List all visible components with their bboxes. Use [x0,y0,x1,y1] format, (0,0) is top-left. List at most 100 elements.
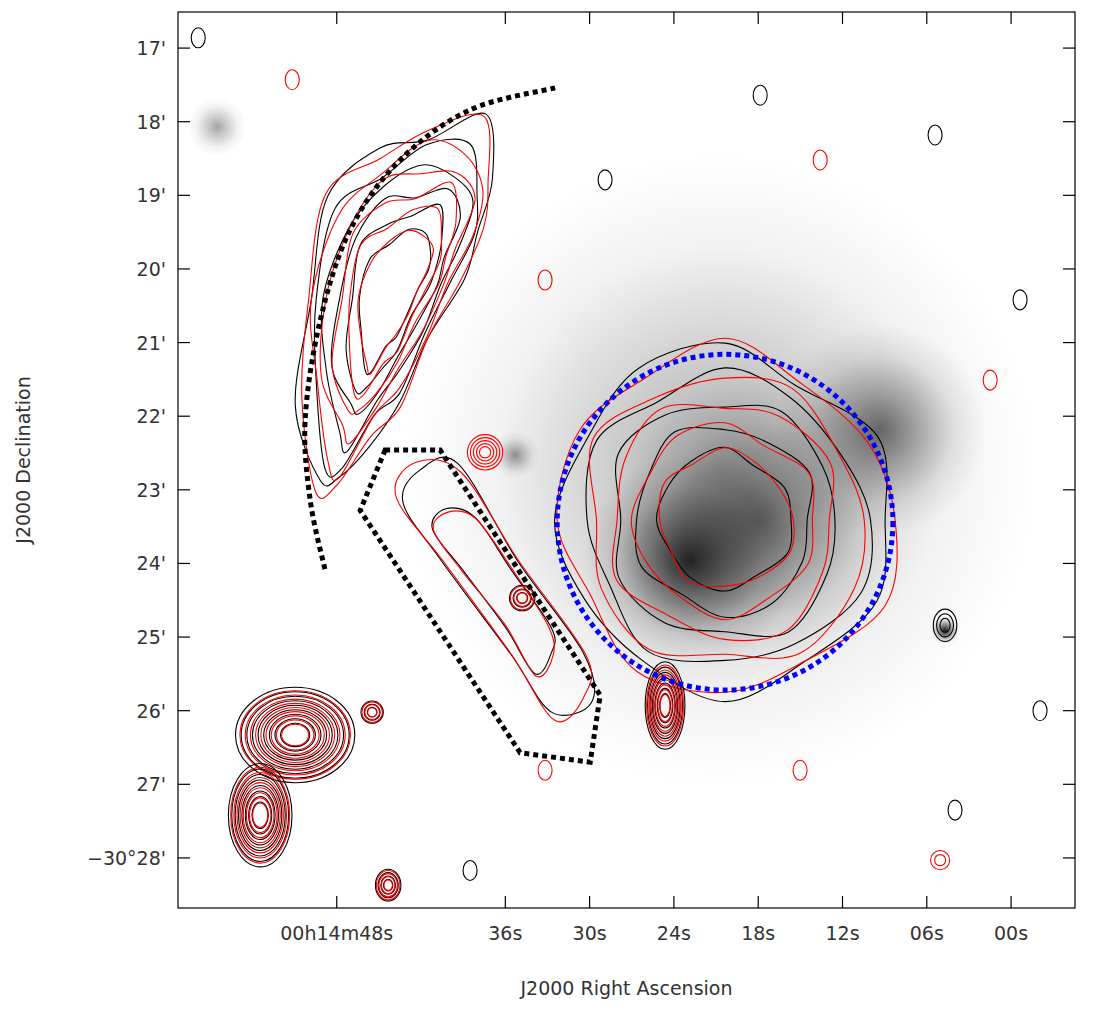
noise-contour [598,170,612,190]
source-contour [384,879,393,891]
contour [395,459,592,721]
contour [612,405,833,641]
frame [178,12,1075,908]
y-tick [1063,121,1075,122]
xray-emission [402,152,1038,788]
relic-arc [305,88,555,570]
source-contour [652,678,677,734]
noise-contour [928,125,942,145]
source-contour [282,724,309,746]
source-contour [650,672,680,738]
background [178,12,1075,908]
source-contour [514,590,531,607]
source-contour [656,685,675,727]
xray-emission [492,432,539,479]
y-tick [178,563,190,564]
y-tick [1063,47,1075,48]
plot-area [178,12,1075,908]
y-tick-label: 27' [137,773,166,795]
contour [314,139,477,477]
y-tick [1063,416,1075,417]
source-contour [256,703,335,766]
source-contour [261,707,330,762]
source-contour [933,609,957,641]
noise-contour [983,370,997,390]
contour [346,204,443,394]
x-tick-label: 12s [825,922,859,944]
contour [659,448,794,587]
source-contour [513,589,531,607]
contour [586,368,872,662]
contour [358,230,434,374]
x-tick-label: 30s [573,922,607,944]
y-axis-title: J2000 Declination [12,376,34,544]
source-contour [264,710,327,760]
noise-contour [191,28,205,48]
figure: 00h14m48s36s30s24s18s12s06s00s17'18'19'2… [0,0,1103,1013]
y-tick-label: 24' [137,552,166,574]
filament-region [360,450,600,762]
contour [320,171,475,444]
source-contour [232,769,289,861]
source-contour [250,699,340,771]
x-tick-label: 00h14m48s [280,922,393,944]
y-tick [178,47,190,48]
y-tick [178,195,190,196]
source-contour [509,585,534,610]
y-tick [1063,268,1075,269]
source-contour [276,720,313,750]
source-contour [266,712,324,759]
contour [589,377,865,658]
source-contour [237,778,283,853]
x-tick [842,12,843,24]
y-tick-label: 25' [137,626,166,648]
y-tick [178,489,190,490]
source-contour [252,802,268,828]
x-tick [589,12,590,24]
x-tick-label: 24s [657,922,691,944]
xray-emission [931,616,959,644]
source-contour [240,691,350,779]
source-contour [243,788,277,843]
contour [332,182,457,414]
source-contour [645,662,685,749]
x-tick [673,896,674,908]
contour [359,229,431,375]
source-contour [653,680,676,731]
y-tick-label: 18' [137,111,166,133]
source-contour [376,870,400,899]
y-tick [1063,857,1075,858]
source-contour [658,690,672,722]
source-contour [517,593,527,603]
y-tick-label: 19' [137,184,166,206]
x-tick [926,896,927,908]
x-tick [673,12,674,24]
source-contour [473,441,496,464]
x-tick-label: 18s [741,922,775,944]
y-tick [1063,636,1075,637]
x-tick [505,896,506,908]
source-contour [228,764,292,867]
source-contour [362,702,383,723]
contour [321,165,473,453]
x-tick-label: 36s [488,922,522,944]
noise-contour [1033,701,1047,721]
y-tick [1063,195,1075,196]
contour [635,427,812,617]
contour [631,423,814,620]
source-contour [281,723,310,746]
x-tick [1010,896,1011,908]
y-tick [1063,489,1075,490]
x-tick [336,896,337,908]
source-contour [660,694,671,718]
y-tick [178,857,190,858]
xray-emission [188,97,247,156]
source-contour [258,705,332,764]
source-contour [375,869,400,901]
source-contour [378,873,398,898]
y-tick-label: 22' [137,405,166,427]
source-contour [368,708,377,717]
x-tick [926,12,927,24]
y-tick-label: 26' [137,700,166,722]
source-contour [245,695,345,775]
